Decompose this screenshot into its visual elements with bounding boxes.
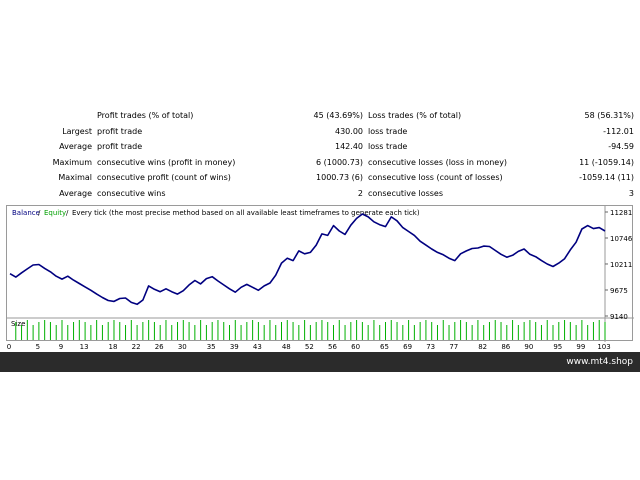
stat-value-right: 58 (56.31%) <box>584 111 634 120</box>
stat-label-left: profit trade <box>97 126 143 136</box>
stat-label-left: consecutive wins (profit in money) <box>97 157 236 167</box>
x-tick-label: 95 <box>553 343 563 351</box>
stat-label-right: Loss trades (% of total) <box>368 111 462 120</box>
legend-sep-2: / <box>66 209 69 217</box>
stat-value-left: 142.40 <box>335 142 363 152</box>
legend-note: Every tick (the most precise method base… <box>72 209 420 217</box>
stat-value-right: -112.01 <box>603 126 634 136</box>
x-tick-label: 35 <box>206 343 216 351</box>
stat-prefix: Average <box>59 189 92 198</box>
stat-label-left: profit trade <box>97 142 143 152</box>
x-tick-label: 60 <box>351 343 361 351</box>
x-tick-label: 9 <box>58 343 64 351</box>
x-tick-label: 26 <box>154 343 164 351</box>
stat-value-left: 430.00 <box>335 126 363 136</box>
x-tick-label: 77 <box>449 343 459 351</box>
x-tick-label: 0 <box>6 343 12 351</box>
stat-value-left: 45 (43.69%) <box>313 111 363 120</box>
x-tick-label: 86 <box>501 343 511 351</box>
x-tick-label: 69 <box>403 343 413 351</box>
stat-label-left: Profit trades (% of total) <box>97 111 194 120</box>
x-tick-label: 5 <box>35 343 41 351</box>
stat-label-right: loss trade <box>368 126 408 136</box>
x-tick-label: 99 <box>576 343 586 351</box>
x-tick-label: 43 <box>252 343 262 351</box>
x-tick-label: 13 <box>79 343 89 351</box>
stat-value-right: 11 (-1059.14) <box>579 157 634 167</box>
stat-label-right: consecutive loss (count of losses) <box>368 173 503 183</box>
stat-prefix: Largest <box>62 126 92 136</box>
x-tick-label: 39 <box>229 343 239 351</box>
stat-value-right: -1059.14 (11) <box>579 173 634 183</box>
stats-row: Maximum consecutive wins (profit in money… <box>0 155 640 170</box>
x-tick-label: 30 <box>177 343 187 351</box>
y-tick-label: 10211 <box>610 261 632 269</box>
stat-value-right: -94.59 <box>608 142 634 152</box>
y-tick-label: 11281 <box>610 209 632 217</box>
x-tick-label: 90 <box>524 343 534 351</box>
x-tick-label: 56 <box>328 343 337 351</box>
stat-label-left: consecutive wins <box>97 189 166 198</box>
stat-prefix: Maximal <box>58 173 92 183</box>
stat-value-left: 1000.73 (6) <box>316 173 363 183</box>
stats-row: Average consecutive wins 2 consecutive loss… <box>0 186 640 201</box>
x-tick-label: 82 <box>478 343 488 351</box>
stat-label-left: consecutive profit (count of wins) <box>97 173 231 183</box>
y-tick-label: 10746 <box>610 235 633 243</box>
x-tick-label: 103 <box>597 343 611 351</box>
balance-line <box>9 213 606 306</box>
stat-value-left: 2 <box>357 189 363 198</box>
x-tick-label: 48 <box>281 343 291 351</box>
legend-equity: Equity <box>44 209 66 217</box>
y-tick-label: 9675 <box>610 287 628 295</box>
x-tick-label: 52 <box>304 343 314 351</box>
stat-label-right: consecutive losses (loss in money) <box>368 157 508 167</box>
size-label: Size <box>11 320 25 328</box>
balance-chart: Balance / Equity / Every tick (the most … <box>6 205 634 342</box>
stat-label-right: consecutive losses <box>368 189 444 198</box>
x-tick-label: 73 <box>426 343 436 351</box>
stats-row: Largest profit trade 430.00 loss trade -112.… <box>0 124 640 139</box>
legend-balance: Balance <box>12 209 40 217</box>
chart-canvas: Balance / Equity / Every tick (the most … <box>7 206 634 342</box>
stat-prefix: Average <box>59 142 92 152</box>
stats-row: Average profit trade 142.40 loss trade -94.5… <box>0 139 640 154</box>
x-tick-label: 18 <box>108 343 118 351</box>
stat-value-right: 3 <box>628 189 634 198</box>
legend-sep-1: / <box>38 209 41 217</box>
stat-prefix: Maximum <box>52 157 92 167</box>
x-tick-label: 65 <box>380 343 389 351</box>
stats-row: Maximal consecutive profit (count of wins… <box>0 170 640 185</box>
y-tick-label: 9140 <box>610 313 628 321</box>
x-tick-label: 22 <box>131 343 141 351</box>
footer-bar: www.mt4.shop <box>0 352 640 372</box>
stat-value-left: 6 (1000.73) <box>316 157 363 167</box>
stats-row: Profit trades (% of total) 45 (43.69%) Los… <box>0 108 640 123</box>
stat-label-right: loss trade <box>368 142 408 152</box>
footer-url: www.mt4.shop <box>566 357 633 367</box>
